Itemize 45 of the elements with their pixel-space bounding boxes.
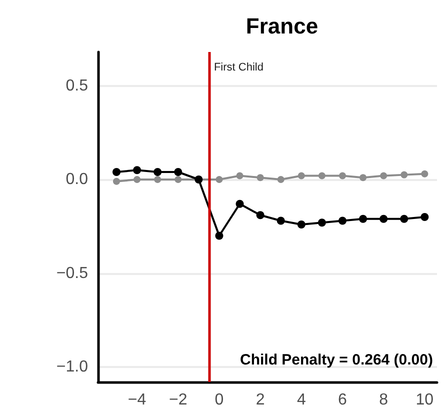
x-tick-label: 2 [256,392,265,408]
x-tick-label: 4 [296,392,306,408]
x-tick-label: −2 [169,392,188,408]
annotation: Child Penalty = 0.264 (0.00) [240,352,433,368]
point [236,200,244,208]
point [400,214,408,223]
point [420,213,429,221]
y-tick-label: 0.5 [66,77,88,94]
point [174,168,182,176]
point [154,176,162,183]
y-tick-label: −0.5 [56,264,88,282]
point [318,172,326,180]
ref-line-label: First Child [214,62,264,74]
point [256,174,264,182]
point [174,176,182,183]
point [339,172,346,180]
point [215,232,224,240]
point [297,220,306,228]
point [298,172,305,180]
chart-title: France [246,14,318,38]
point [134,176,141,183]
x-tick-label: −4 [128,392,146,408]
point [154,168,162,176]
x-tick-label: 8 [379,392,388,408]
point [277,176,284,183]
point [380,172,388,180]
y-tick-label: 0.0 [66,171,88,188]
point [359,214,368,223]
point [236,172,244,180]
point [318,218,326,227]
y-tick-label: −1.0 [56,358,88,376]
point [276,216,285,225]
point [113,178,120,185]
point [421,170,428,178]
point [133,166,142,174]
point [360,174,367,182]
x-tick-label: 10 [416,392,434,408]
point [112,168,120,176]
x-tick-label: 0 [214,392,224,408]
point [216,176,223,183]
point [380,214,388,223]
point [256,211,264,220]
x-tick-label: 6 [338,392,348,408]
point [338,216,346,225]
point [400,171,408,178]
